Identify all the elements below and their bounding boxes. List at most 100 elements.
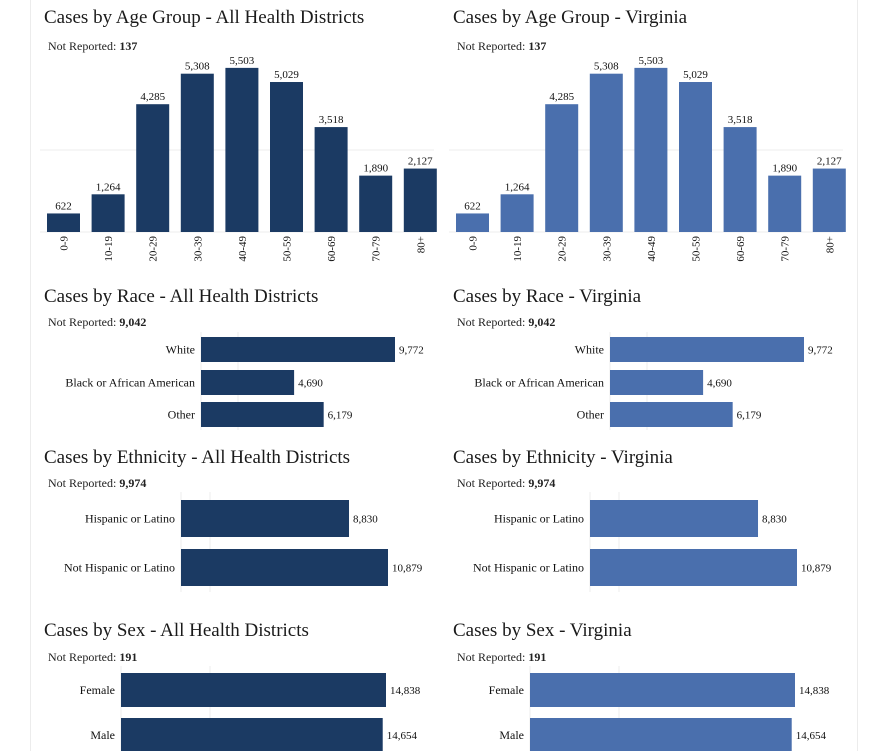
bar-20-29	[136, 104, 170, 232]
data-label-female: 14,838	[799, 685, 830, 697]
not-reported-value: 191	[528, 650, 546, 664]
age-group-virginia-chart: Cases by Age Group - Virginia Not Reporte…	[449, 7, 846, 262]
x-tick-60-69: 60-69	[735, 236, 747, 262]
category-label-not-hispanic-or-latino: Not Hispanic or Latino	[473, 561, 584, 575]
data-label-other: 6,179	[737, 410, 762, 422]
bar-50-59	[270, 82, 303, 232]
bar-male	[530, 718, 792, 751]
category-label-black-or-african-american: Black or African American	[65, 376, 195, 390]
data-label-0-9: 622	[55, 200, 72, 212]
not-reported-text: Not Reported: 9,974	[457, 476, 555, 490]
data-label-male: 14,654	[796, 730, 827, 742]
bar-30-39	[589, 73, 623, 233]
category-label-other: Other	[577, 408, 604, 422]
not-reported-value: 9,974	[119, 476, 146, 490]
data-label-70-79: 1,890	[363, 163, 388, 175]
data-label-40-49: 5,503	[639, 55, 664, 67]
not-reported-text: Not Reported: 137	[48, 39, 137, 53]
category-label-hispanic-or-latino: Hispanic or Latino	[494, 512, 584, 526]
bar-0-9	[456, 213, 489, 232]
category-label-female: Female	[489, 683, 524, 697]
not-reported-text: Not Reported: 9,042	[48, 315, 146, 329]
x-tick-20-29: 20-29	[557, 236, 569, 262]
data-label-black-or-african-american: 4,690	[707, 378, 732, 390]
data-label-white: 9,772	[399, 345, 424, 357]
category-label-white: White	[575, 343, 604, 357]
chart-title: Cases by Age Group - Virginia	[453, 7, 688, 28]
bar-10-19	[500, 194, 534, 232]
data-label-20-29: 4,285	[549, 91, 574, 103]
category-label-male: Male	[499, 728, 524, 742]
not-reported-text: Not Reported: 191	[457, 650, 546, 664]
data-label-70-79: 1,890	[772, 163, 797, 175]
x-tick-80: 80+	[824, 236, 836, 253]
page-left-border	[30, 0, 31, 751]
not-reported-label: Not Reported:	[457, 39, 528, 53]
chart-title: Cases by Ethnicity - Virginia	[453, 447, 673, 468]
data-label-white: 9,772	[808, 345, 833, 357]
bar-40-49	[225, 67, 259, 233]
x-tick-40-49: 40-49	[237, 236, 249, 262]
bar-10-19	[91, 194, 125, 232]
bar-0-9	[47, 213, 80, 232]
race-virginia-chart: Cases by Race - Virginia Not Reported: 9,…	[453, 286, 833, 430]
x-tick-50-59: 50-59	[691, 236, 703, 262]
data-label-hispanic-or-latino: 8,830	[762, 514, 787, 526]
data-label-not-hispanic-or-latino: 10,879	[801, 563, 832, 575]
sex-virginia-chart: Cases by Sex - Virginia Not Reported: 191…	[453, 620, 830, 751]
not-reported-text: Not Reported: 9,974	[48, 476, 146, 490]
bar-not-hispanic-or-latino	[590, 549, 797, 586]
data-label-male: 14,654	[387, 730, 418, 742]
bar-60-69	[723, 127, 757, 232]
not-reported-label: Not Reported:	[457, 650, 528, 664]
race-districts-chart: Cases by Race - All Health Districts Not …	[44, 286, 424, 430]
category-label-black-or-african-american: Black or African American	[474, 376, 604, 390]
x-tick-70-79: 70-79	[780, 236, 792, 262]
bar-not-hispanic-or-latino	[181, 549, 388, 586]
data-label-10-19: 1,264	[505, 181, 530, 193]
data-label-50-59: 5,029	[274, 69, 299, 81]
bar-black-or-african-american	[201, 370, 295, 395]
x-tick-10-19: 10-19	[512, 236, 524, 262]
sex-districts-chart: Cases by Sex - All Health Districts Not R…	[44, 620, 421, 751]
category-label-male: Male	[90, 728, 115, 742]
not-reported-label: Not Reported:	[48, 315, 119, 329]
not-reported-label: Not Reported:	[48, 39, 119, 53]
x-tick-30-39: 30-39	[601, 236, 613, 262]
bar-female	[530, 673, 795, 707]
x-tick-60-69: 60-69	[326, 236, 338, 262]
bar-30-39	[180, 73, 214, 233]
x-tick-80: 80+	[415, 236, 427, 253]
not-reported-label: Not Reported:	[48, 476, 119, 490]
bar-other	[201, 402, 324, 427]
bar-white	[610, 337, 804, 362]
category-label-white: White	[166, 343, 195, 357]
bar-80	[403, 168, 437, 232]
x-tick-40-49: 40-49	[646, 236, 658, 262]
not-reported-text: Not Reported: 9,042	[457, 315, 555, 329]
bar-male	[121, 718, 383, 751]
bar-60-69	[314, 127, 348, 232]
chart-title: Cases by Race - Virginia	[453, 286, 642, 307]
not-reported-text: Not Reported: 137	[457, 39, 546, 53]
ethnicity-districts-chart: Cases by Ethnicity - All Health District…	[44, 447, 423, 592]
data-label-other: 6,179	[328, 410, 353, 422]
data-label-40-49: 5,503	[230, 55, 255, 67]
data-label-50-59: 5,029	[683, 69, 708, 81]
data-label-black-or-african-american: 4,690	[298, 378, 323, 390]
not-reported-label: Not Reported:	[457, 315, 528, 329]
category-label-female: Female	[80, 683, 115, 697]
not-reported-label: Not Reported:	[48, 650, 119, 664]
not-reported-value: 9,042	[119, 315, 146, 329]
x-tick-50-59: 50-59	[282, 236, 294, 262]
bar-50-59	[679, 82, 712, 232]
bar-black-or-african-american	[610, 370, 704, 395]
data-label-20-29: 4,285	[140, 91, 165, 103]
not-reported-value: 9,042	[528, 315, 555, 329]
x-tick-20-29: 20-29	[148, 236, 160, 262]
chart-title: Cases by Sex - All Health Districts	[44, 620, 309, 641]
chart-title: Cases by Age Group - All Health District…	[44, 7, 364, 28]
data-label-10-19: 1,264	[96, 181, 121, 193]
bar-white	[201, 337, 395, 362]
page-right-border	[857, 0, 858, 751]
